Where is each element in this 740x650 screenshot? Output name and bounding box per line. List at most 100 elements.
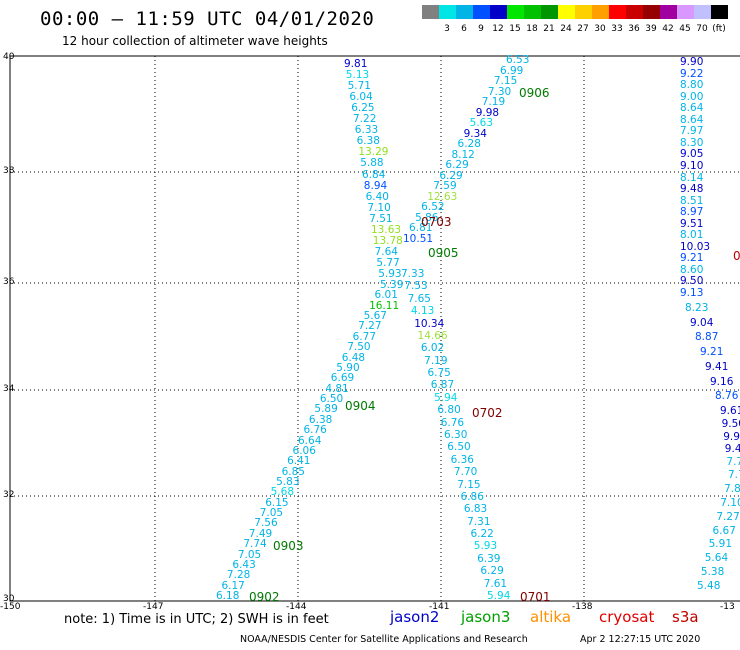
legend-swatch xyxy=(524,5,541,19)
wave-height-value: 6.84 xyxy=(362,168,386,181)
wave-height-value: 7.15 xyxy=(493,75,518,88)
wave-height-value: 7.50 xyxy=(347,341,371,354)
lat-tick-label: 36 xyxy=(3,277,15,287)
wave-height-value: 8.51 xyxy=(680,194,704,207)
wave-height-value: 6.40 xyxy=(365,190,389,203)
map-subtitle: 12 hour collection of altimeter wave hei… xyxy=(62,34,328,48)
wave-height-value: 8.76 xyxy=(715,390,739,403)
wave-height-value: 7.59 xyxy=(433,180,457,193)
wave-height-value: 6.80 xyxy=(437,404,461,417)
legend-swatch xyxy=(456,5,473,19)
legend-swatch xyxy=(660,5,677,19)
pass-label: 0903 xyxy=(273,539,304,553)
wave-height-value: 9.81 xyxy=(344,58,368,70)
wave-height-value: 5.13 xyxy=(345,69,370,82)
legend-label: 21 xyxy=(543,24,555,34)
wave-height-value: 9.50 xyxy=(680,275,704,288)
wave-height-value: 6.87 xyxy=(430,379,455,392)
wave-height-value: 8.60 xyxy=(680,263,704,276)
wave-height-value: 5.91 xyxy=(708,538,733,551)
wave-height-value: 8.97 xyxy=(680,206,704,219)
satellite-s3a: s3a xyxy=(672,608,699,626)
pass-label: 0703 xyxy=(421,215,452,229)
wave-height-value: 6.33 xyxy=(354,124,379,137)
wave-height-value: 6.02 xyxy=(420,342,445,355)
plot-frame xyxy=(9,55,740,602)
wave-height-value: 10.34 xyxy=(414,317,445,330)
lon-tick-label: -141 xyxy=(429,602,450,612)
pass-label: 0904 xyxy=(345,399,376,413)
legend-label: 12 xyxy=(492,24,504,34)
map-title: 00:00 – 11:59 UTC 04/01/2020 xyxy=(40,8,375,30)
wave-height-value: 9.00 xyxy=(680,90,704,103)
wave-height-value: 9.90 xyxy=(680,56,704,68)
wave-height-value: 6.77 xyxy=(352,330,377,343)
wave-height-value: 4.13 xyxy=(410,305,435,318)
legend-swatch xyxy=(558,5,575,19)
legend-swatch xyxy=(626,5,643,19)
wave-height-value: 6.43 xyxy=(232,558,256,571)
wave-height-value: 6.29 xyxy=(480,565,504,578)
wave-height-value: 7.19 xyxy=(481,96,506,109)
timestamp: Apr 2 12:27:15 UTC 2020 xyxy=(580,634,701,645)
wave-height-value: 5.93 xyxy=(378,267,402,280)
wave-height-value: 6.69 xyxy=(330,372,355,385)
wave-height-value: 5.90 xyxy=(336,361,360,374)
wave-height-value: 6.36 xyxy=(450,453,474,466)
lat-tick-label: 40 xyxy=(3,52,15,62)
wave-height-value: 9.21 xyxy=(700,346,724,358)
pass-label: 0906 xyxy=(519,86,550,100)
legend-swatch xyxy=(490,5,507,19)
lat-tick-label: 32 xyxy=(3,490,15,500)
wave-height-value: 6.85 xyxy=(281,465,305,478)
legend-label: 70 xyxy=(696,24,708,34)
wave-height-value: 6.29 xyxy=(439,169,463,182)
wave-height-value: 9.22 xyxy=(680,67,704,80)
wave-height-value: 9.50 xyxy=(721,417,740,430)
wave-height-value: 7.70 xyxy=(453,466,478,479)
wave-height-value: 8.14 xyxy=(680,171,704,184)
pass-label: 0 xyxy=(733,249,740,263)
wave-height-value: 6.75 xyxy=(427,367,451,380)
legend-label: 6 xyxy=(461,24,467,34)
legend-label: 33 xyxy=(611,24,623,34)
footer-note: note: 1) Time is in UTC; 2) SWH is in fe… xyxy=(64,612,329,627)
wave-height-value: 6.81 xyxy=(409,222,433,235)
wave-height-value: 6.83 xyxy=(463,503,488,516)
wave-height-value: 8.87 xyxy=(695,331,719,344)
wave-height-value: 8.64 xyxy=(680,102,704,115)
wave-height-value: 6.76 xyxy=(440,416,465,429)
wave-height-value: 5.64 xyxy=(704,552,729,565)
wave-height-value: 13.29 xyxy=(358,146,389,159)
wave-height-value: 5.83 xyxy=(276,475,300,488)
lon-tick-label: -150 xyxy=(0,602,21,612)
wave-height-value: 8.30 xyxy=(680,136,704,149)
legend-label: 9 xyxy=(478,24,484,34)
satellite-jason2: jason2 xyxy=(390,608,440,626)
legend-swatch xyxy=(677,5,694,19)
legend-swatch xyxy=(473,5,490,19)
wave-height-value: 6.50 xyxy=(447,441,471,454)
wave-height-value: 7.49 xyxy=(248,527,273,540)
wave-height-value: 6.38 xyxy=(356,135,380,148)
wave-height-value: 7.31 xyxy=(467,515,491,528)
wave-height-value: 6.53 xyxy=(506,54,530,66)
wave-height-value: 5.38 xyxy=(700,566,725,579)
wave-height-value: 6.15 xyxy=(265,496,289,509)
wave-height-value: 7.64 xyxy=(374,245,398,258)
wave-height-value: 10.03 xyxy=(680,240,711,253)
pass-label: 0701 xyxy=(520,590,551,604)
wave-height-value: 7.74 xyxy=(243,538,267,551)
wave-height-value: 7.27 xyxy=(716,510,740,523)
wave-height-value: 5.48 xyxy=(697,580,721,592)
legend-label: 27 xyxy=(577,24,589,34)
wave-height-value: 5.93 xyxy=(473,540,498,553)
wave-height-value: 9.34 xyxy=(463,127,487,140)
wave-height-value: 6.29 xyxy=(445,159,469,172)
wave-height-value: 7.61 xyxy=(483,577,508,590)
wave-height-value: 7.19 xyxy=(424,354,448,367)
wave-height-value: 5.63 xyxy=(469,117,494,130)
wave-height-value: 7.10 xyxy=(720,496,740,509)
wave-height-value: 5.86 xyxy=(415,211,439,224)
wave-height-value: 7.05 xyxy=(259,507,284,520)
